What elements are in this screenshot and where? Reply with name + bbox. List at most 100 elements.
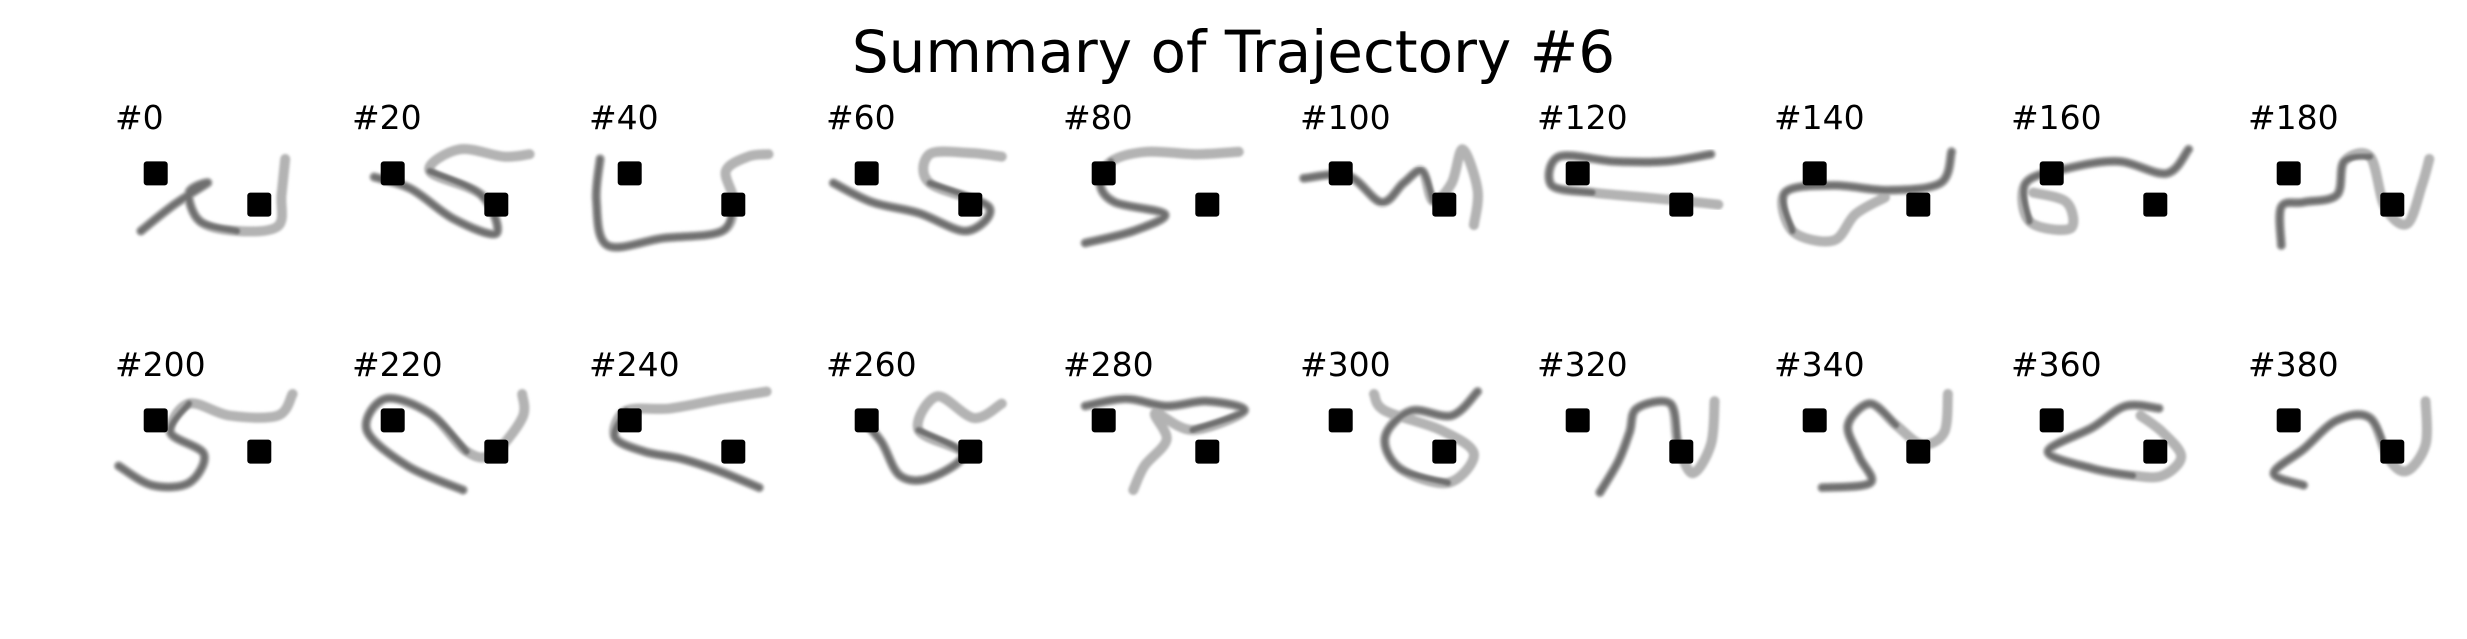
marker-upper-left [854,408,879,433]
panel-label: #320 [1537,345,1628,384]
panel-label: #240 [589,345,680,384]
marker-upper-left [1328,161,1353,186]
trajectory-panel [1802,389,1953,493]
marker-lower-right [721,439,746,464]
marker-upper-left [2039,161,2064,186]
trajectory-panel [2268,396,2432,491]
panel-label: #180 [2248,98,2339,137]
rope-core [611,407,763,491]
rope-core [2020,146,2192,225]
panel-label: #380 [2248,345,2339,384]
rope-core [1596,398,1681,496]
marker-lower-right [2143,192,2168,217]
rope-core [2276,153,2374,249]
trajectory-panel [609,386,772,493]
marker-upper-left [617,408,642,433]
trajectory-panel [1080,146,1244,248]
trajectory-panel [1777,146,1957,247]
trajectory-panel [1543,149,1724,217]
panel-label: #280 [1063,345,1154,384]
marker-upper-left [854,161,879,186]
trajectory-panel [2274,148,2435,251]
marker-upper-left [1565,408,1590,433]
marker-upper-left [1802,161,1827,186]
marker-lower-right [1669,439,1694,464]
marker-lower-right [247,439,272,464]
trajectory-panel [113,389,298,493]
trajectory-panel [2017,144,2194,235]
trajectory-panel [1565,396,1720,498]
panel-label: #60 [826,98,896,137]
marker-upper-left [617,161,642,186]
marker-lower-right [1432,439,1457,464]
trajectory-panel [1080,393,1250,495]
marker-lower-right [1195,192,1220,217]
rope-halo [609,386,772,493]
rope-core [115,400,208,491]
marker-lower-right [2143,439,2168,464]
trajectory-panel [361,389,530,495]
rope-core [593,156,737,251]
trajectory-panel [591,149,774,253]
panel-label: #360 [2011,345,2102,384]
marker-lower-right [958,192,983,217]
marker-lower-right [958,439,983,464]
figure-title: Summary of Trajectory #6 [851,18,1616,86]
panel-label: #200 [115,345,206,384]
trajectory-panel [1298,144,1483,230]
trajectory-panel [854,391,1007,486]
trajectory-panel [135,154,291,237]
marker-lower-right [247,192,272,217]
marker-lower-right [484,192,509,217]
marker-upper-left [1091,161,1116,186]
marker-upper-left [2276,161,2301,186]
rope-core [137,179,241,234]
panel-label: #120 [1537,98,1628,137]
marker-upper-left [1091,408,1116,433]
rope-core [2045,401,2162,479]
marker-upper-left [1565,161,1590,186]
rope-core [371,168,501,238]
marker-upper-left [380,161,405,186]
marker-upper-left [2039,408,2064,433]
marker-lower-right [721,192,746,217]
trajectory-panel [2039,399,2187,483]
trajectory-panel [828,146,1007,236]
marker-upper-left [143,408,168,433]
panel-label: #80 [1063,98,1133,137]
marker-upper-left [1328,408,1353,433]
rope-core [830,180,994,234]
marker-lower-right [1669,192,1694,217]
rope-core [1819,400,1900,491]
rope-core [1082,395,1248,433]
rope-halo [1594,396,1720,498]
marker-upper-left [2276,408,2301,433]
panel-label: #160 [2011,98,2102,137]
marker-lower-right [484,439,509,464]
trajectory-panel [1328,386,1483,489]
rope-core [1780,148,1955,234]
marker-lower-right [1195,439,1220,464]
rope-core [2270,411,2392,489]
marker-lower-right [1906,192,1931,217]
panel-label: #140 [1774,98,1865,137]
panel-label: #20 [352,98,422,137]
panel-label: #260 [826,345,917,384]
panel-label: #340 [1774,345,1865,384]
marker-lower-right [1432,192,1457,217]
rope-core [363,395,470,493]
trajectory-panel [369,144,535,240]
marker-lower-right [1906,439,1931,464]
rope-halo [2274,148,2435,251]
rope-core [1381,388,1481,486]
marker-upper-left [143,161,168,186]
panel-label: #100 [1300,98,1391,137]
rope-core [1545,151,1714,196]
marker-lower-right [2380,439,2405,464]
panel-label: #220 [352,345,443,384]
marker-lower-right [2380,192,2405,217]
panel-label: #300 [1300,345,1391,384]
marker-upper-left [1802,408,1827,433]
panel-label: #40 [589,98,659,137]
